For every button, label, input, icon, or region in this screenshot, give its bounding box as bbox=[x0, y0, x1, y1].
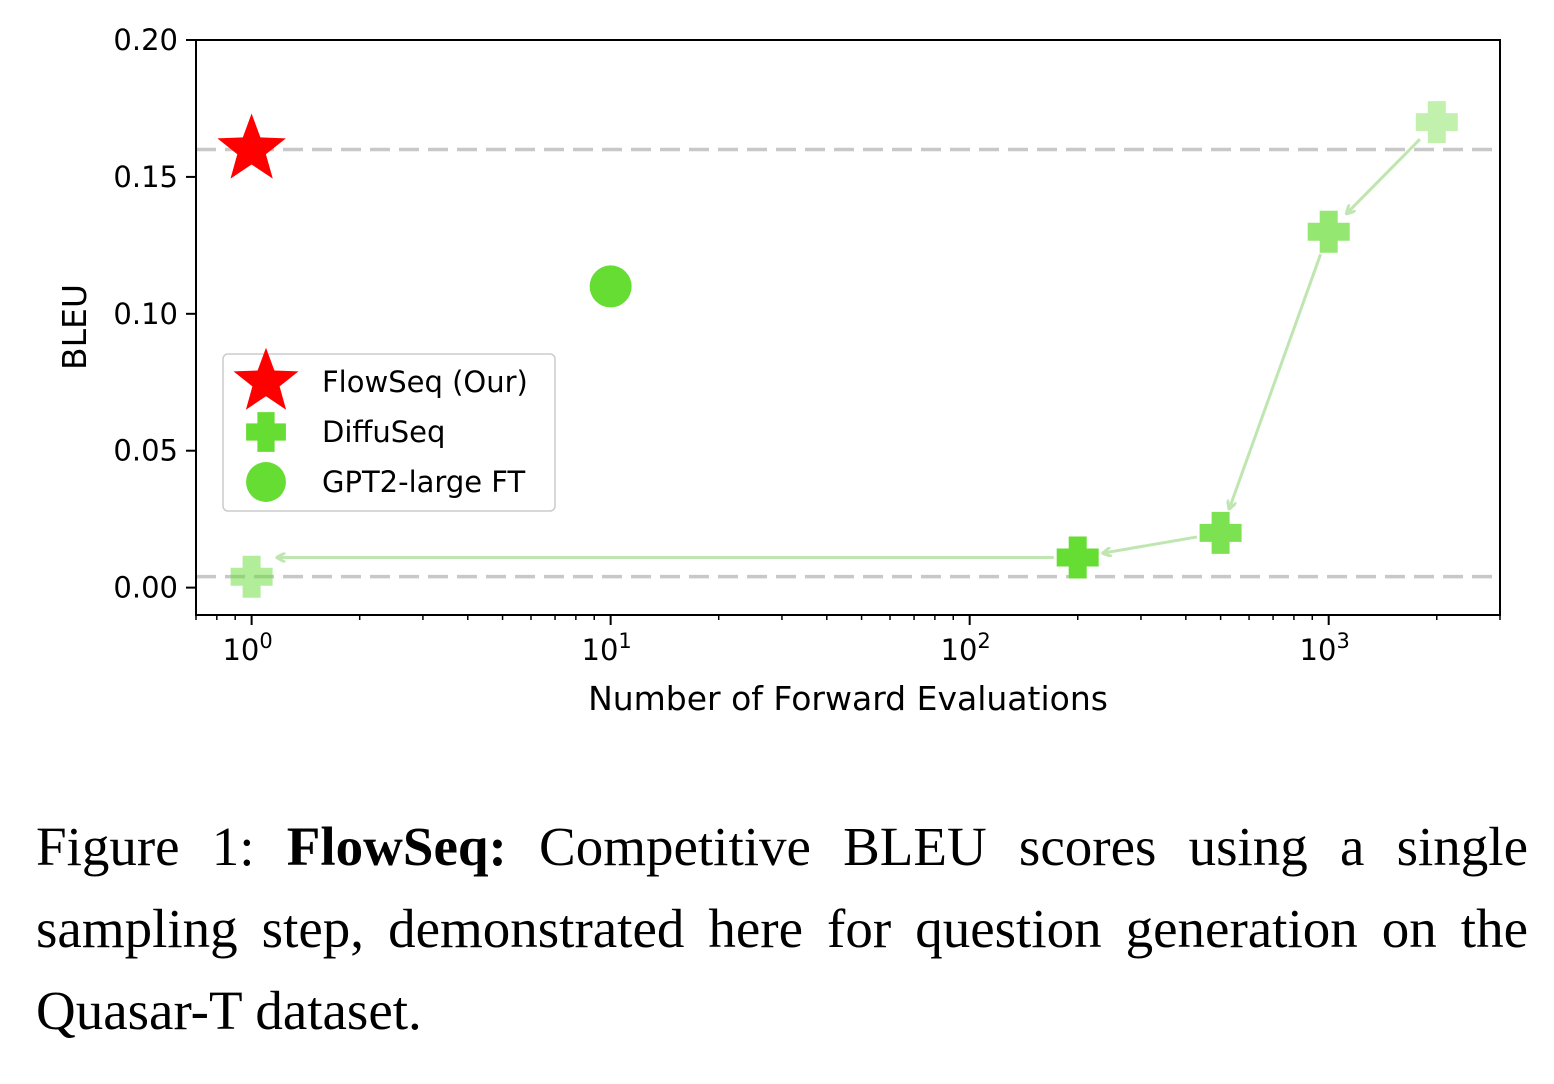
point-plus bbox=[230, 555, 273, 598]
y-axis-label: BLEU bbox=[55, 284, 94, 370]
point-circle bbox=[589, 265, 632, 308]
figure-caption: Figure 1: FlowSeq: Competitive BLEU scor… bbox=[36, 806, 1528, 1052]
x-tick-label: 102 bbox=[941, 629, 991, 667]
caption-text: Competitive BLEU scores using a single s… bbox=[36, 816, 1528, 1041]
y-tick-label: 0.20 bbox=[113, 23, 178, 57]
legend-label: GPT2-large FT bbox=[322, 465, 525, 499]
markers-layer bbox=[217, 101, 1458, 598]
point-plus bbox=[1307, 210, 1350, 253]
y-tick-label: 0.05 bbox=[113, 434, 178, 468]
caption-bold: FlowSeq: bbox=[286, 816, 507, 877]
point-plus bbox=[1415, 101, 1458, 144]
legend-box bbox=[222, 353, 556, 512]
legend-label: DiffuSeq bbox=[322, 415, 445, 449]
arrow-2 bbox=[1103, 535, 1198, 553]
y-tick-label: 0.15 bbox=[113, 160, 178, 194]
x-tick-label: 103 bbox=[1300, 629, 1350, 667]
point-plus bbox=[1199, 511, 1242, 554]
bleu-chart: 0.00 0.05 0.10 0.15 0.20 100 101 102 103 Number … bbox=[55, 23, 1501, 718]
legend-label: FlowSeq (Our) bbox=[322, 365, 528, 399]
point-star bbox=[217, 113, 286, 179]
legend-marker-circle bbox=[246, 462, 286, 502]
arrow-0 bbox=[1347, 138, 1421, 213]
point-plus bbox=[1056, 536, 1099, 579]
x-axis-label: Number of Forward Evaluations bbox=[588, 679, 1108, 718]
legend-marker-star bbox=[233, 347, 299, 410]
y-tick-label: 0.00 bbox=[113, 571, 178, 605]
legend: FlowSeq (Our) DiffuSeq GPT2-large FT bbox=[222, 347, 556, 512]
arrows-layer bbox=[278, 138, 1421, 557]
x-tick-label: 100 bbox=[222, 629, 272, 667]
axes-layer: 0.00 0.05 0.10 0.15 0.20 100 101 102 103 bbox=[113, 23, 1501, 667]
legend-marker-plus bbox=[246, 412, 286, 452]
reference-lines bbox=[196, 147, 1500, 579]
x-tick-label: 101 bbox=[582, 629, 632, 667]
arrow-1 bbox=[1229, 253, 1323, 508]
y-tick-label: 0.10 bbox=[113, 297, 178, 331]
caption-prefix: Figure 1: bbox=[36, 816, 287, 877]
plot-frame bbox=[195, 39, 1501, 616]
